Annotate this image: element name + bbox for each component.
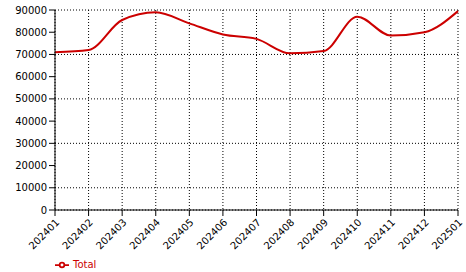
svg-text:202406: 202406 bbox=[195, 217, 230, 252]
svg-text:202403: 202403 bbox=[94, 217, 129, 252]
svg-text:70000: 70000 bbox=[15, 49, 47, 60]
svg-text:30000: 30000 bbox=[15, 138, 47, 149]
svg-text:202404: 202404 bbox=[127, 217, 162, 252]
svg-text:202501: 202501 bbox=[430, 217, 458, 252]
svg-text:90000: 90000 bbox=[15, 5, 47, 16]
svg-text:10000: 10000 bbox=[15, 182, 47, 193]
svg-text:202408: 202408 bbox=[262, 217, 297, 252]
svg-text:202401: 202401 bbox=[27, 217, 62, 252]
svg-text:40000: 40000 bbox=[15, 116, 47, 127]
svg-text:202405: 202405 bbox=[161, 217, 196, 252]
svg-text:202407: 202407 bbox=[228, 217, 263, 252]
svg-text:202409: 202409 bbox=[295, 217, 330, 252]
svg-text:20000: 20000 bbox=[15, 160, 47, 171]
svg-text:202412: 202412 bbox=[396, 217, 431, 252]
svg-text:202402: 202402 bbox=[60, 217, 95, 252]
svg-text:202411: 202411 bbox=[362, 217, 397, 252]
svg-text:202410: 202410 bbox=[329, 217, 364, 252]
svg-text:60000: 60000 bbox=[15, 71, 47, 82]
svg-text:80000: 80000 bbox=[15, 27, 47, 38]
svg-text:0: 0 bbox=[41, 205, 47, 216]
html-text:Total: Total bbox=[73, 259, 97, 270]
svg-text:50000: 50000 bbox=[15, 93, 47, 104]
